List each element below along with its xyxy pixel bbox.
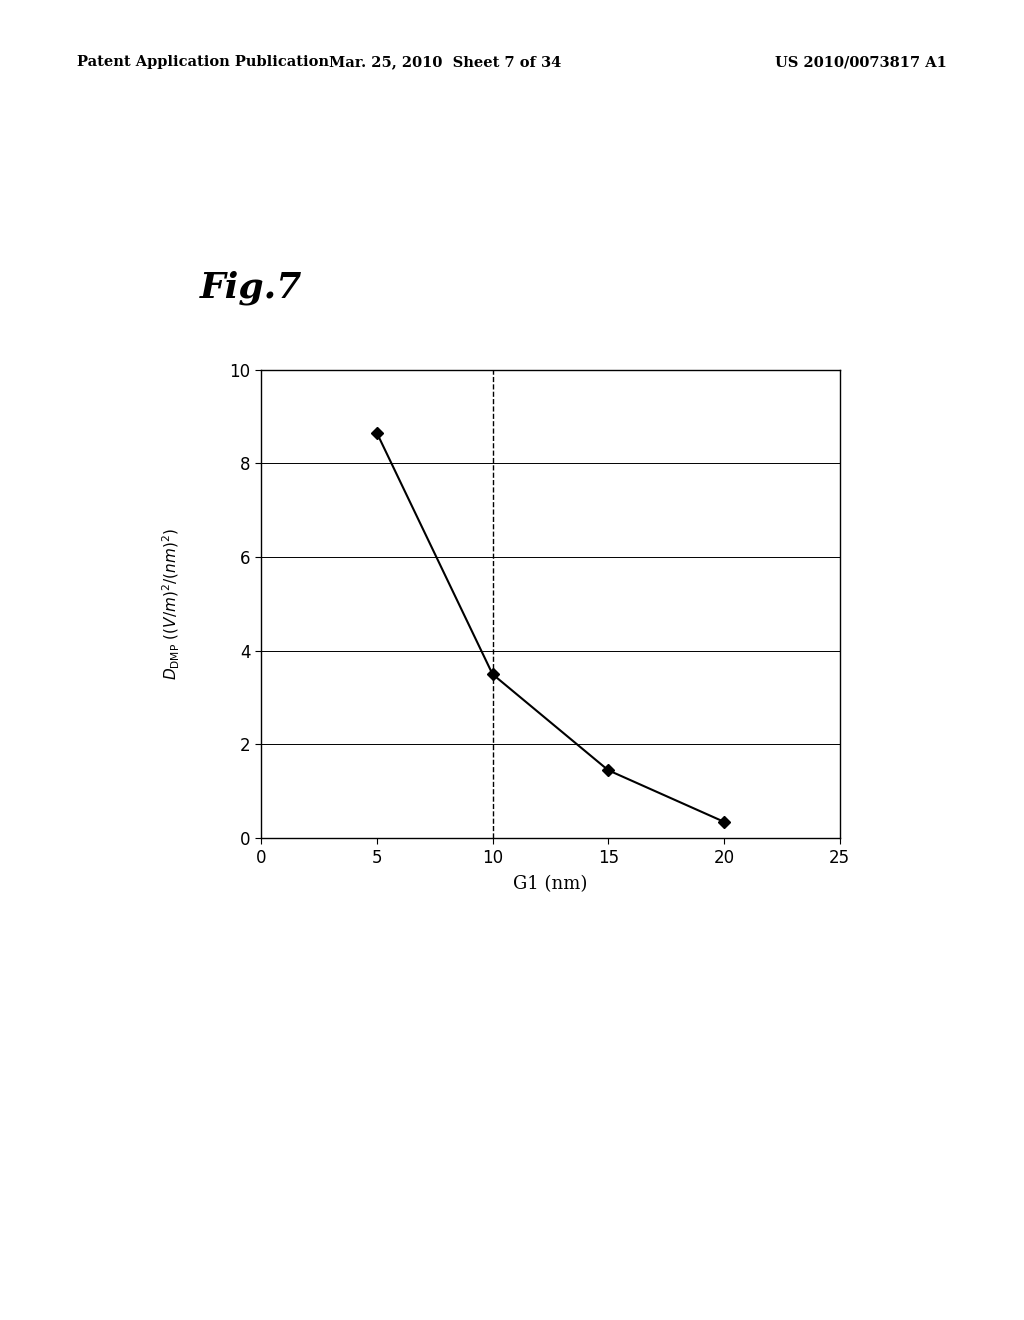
Text: Patent Application Publication: Patent Application Publication (77, 55, 329, 70)
X-axis label: G1 (nm): G1 (nm) (513, 875, 588, 892)
Text: $D_{\rm DMP}$ $((V/m)^2/(nm)^2)$: $D_{\rm DMP}$ $((V/m)^2/(nm)^2)$ (161, 528, 182, 680)
Text: Fig.7: Fig.7 (200, 271, 302, 305)
Text: Mar. 25, 2010  Sheet 7 of 34: Mar. 25, 2010 Sheet 7 of 34 (330, 55, 561, 70)
Text: US 2010/0073817 A1: US 2010/0073817 A1 (775, 55, 947, 70)
